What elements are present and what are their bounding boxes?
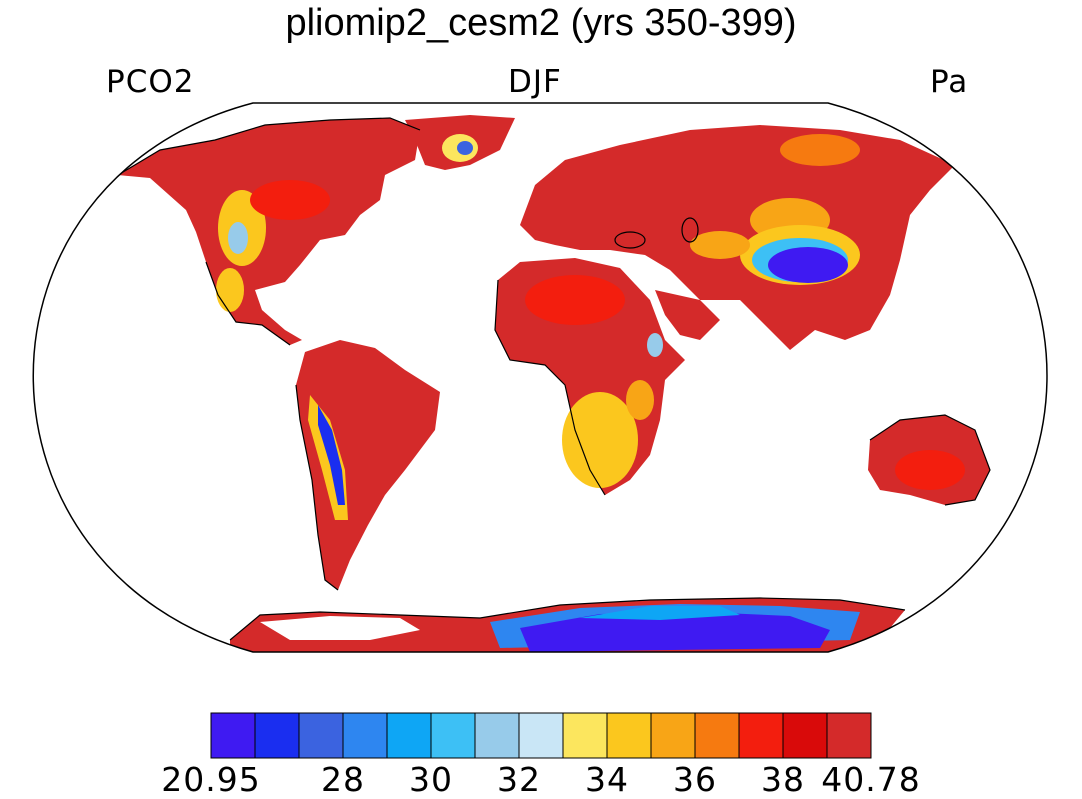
colorbar-swatch xyxy=(254,712,300,759)
colorbar-tick-label: 32 xyxy=(497,760,541,799)
colorbar-swatch xyxy=(782,712,828,759)
colorbar-tick-label: 28 xyxy=(321,760,365,799)
colorbar xyxy=(210,712,872,759)
colorbar-swatch xyxy=(386,712,432,759)
variable-label: PCO2 xyxy=(106,64,195,100)
season-label: DJF xyxy=(508,64,562,100)
colorbar-tick-label: 40.78 xyxy=(821,760,921,799)
colorbar-swatch xyxy=(430,712,476,759)
map-field xyxy=(117,115,991,652)
colorbar-tick-label: 20.95 xyxy=(161,760,261,799)
value-patches xyxy=(216,134,965,652)
colorbar-swatch xyxy=(342,712,388,759)
colorbar-tick-label: 30 xyxy=(409,760,453,799)
colorbar-tick-label: 36 xyxy=(673,760,717,799)
colorbar-swatch xyxy=(518,712,564,759)
colorbar-swatch xyxy=(474,712,520,759)
coastlines xyxy=(117,117,991,641)
colorbar-tick-label: 38 xyxy=(761,760,805,799)
colorbar-swatch xyxy=(562,712,608,759)
colorbar-swatch xyxy=(826,712,872,759)
colorbar-swatch xyxy=(694,712,740,759)
north-america-landmass xyxy=(118,118,420,345)
colorbar-tick-label: 34 xyxy=(585,760,629,799)
plot-title: pliomip2_cesm2 (yrs 350-399) xyxy=(285,2,797,44)
map-border xyxy=(32,102,1048,653)
colorbar-swatch xyxy=(738,712,784,759)
arabia-landmass xyxy=(655,290,720,340)
colorbar-swatch xyxy=(210,712,256,759)
colorbar-swatch xyxy=(606,712,652,759)
colorbar-swatch xyxy=(650,712,696,759)
colorbar-swatch xyxy=(298,712,344,759)
units-label: Pa xyxy=(930,64,969,100)
south-america-landmass xyxy=(296,340,440,590)
